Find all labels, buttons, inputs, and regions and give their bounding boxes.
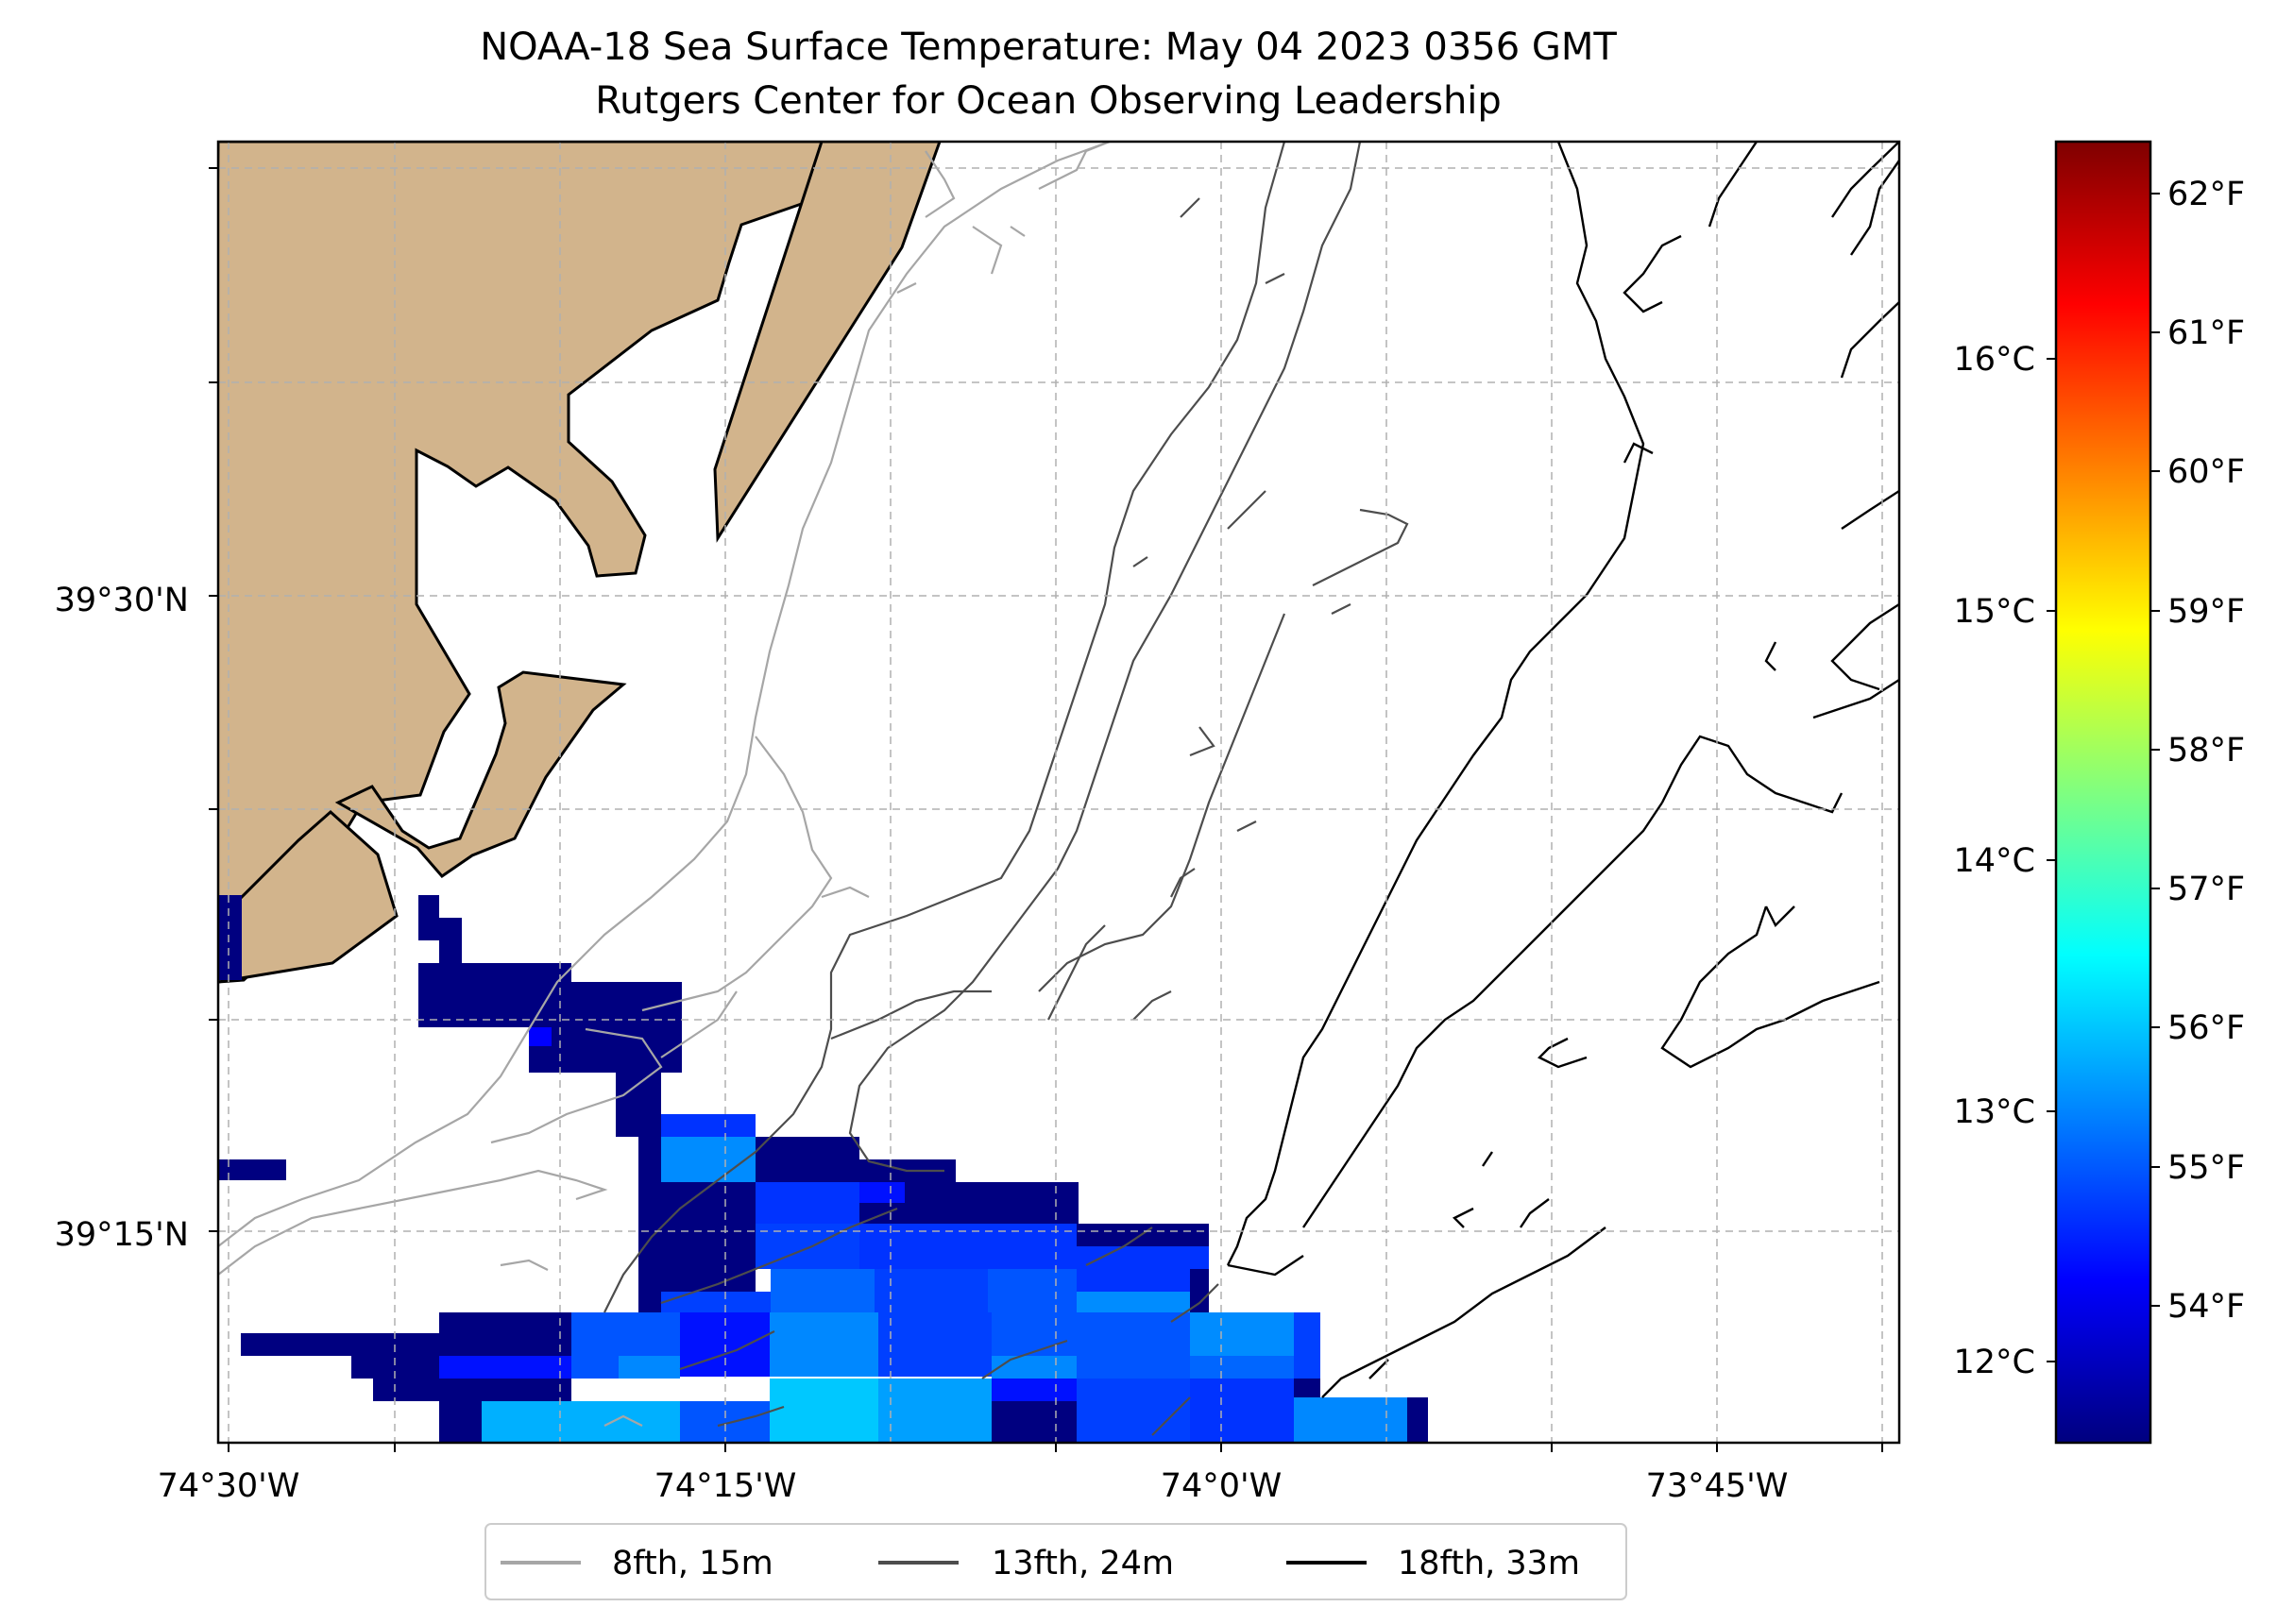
lon-label-73-45: 73°45'W xyxy=(1646,1467,1789,1505)
contour-8fth xyxy=(218,142,1111,1427)
colorbar-fahrenheit-ticks xyxy=(2150,193,2160,1307)
sst-pixels xyxy=(218,895,1428,1443)
legend-box xyxy=(484,1523,1627,1600)
map-title-line-1: NOAA-18 Sea Surface Temperature: May 04 … xyxy=(480,25,1617,69)
colorbar-f-55: 55°F xyxy=(2167,1149,2245,1187)
legend-label-13fth: 13fth, 24m xyxy=(992,1545,1174,1582)
colorbar-f-56: 56°F xyxy=(2167,1009,2245,1047)
colorbar-f-60: 60°F xyxy=(2167,453,2245,491)
land-barrier-island xyxy=(713,142,942,543)
lon-label-74-0: 74°0'W xyxy=(1161,1467,1283,1505)
colorbar-celsius-ticks xyxy=(2047,358,2056,1362)
colorbar-f-62: 62°F xyxy=(2167,176,2245,213)
colorbar-c-15: 15°C xyxy=(1954,593,2035,631)
colorbar-c-12: 12°C xyxy=(1954,1344,2035,1381)
lon-label-74-30: 74°30'W xyxy=(158,1467,300,1505)
contour-legend: 8fth, 15m 13fth, 24m 18fth, 33m xyxy=(484,1523,1627,1600)
lat-label-39-15: 39°15'N xyxy=(55,1216,189,1254)
map-gridlines xyxy=(218,142,1899,1443)
colorbar-f-58: 58°F xyxy=(2167,732,2245,770)
map-title-line-2: Rutgers Center for Ocean Observing Leade… xyxy=(595,79,1502,123)
colorbar-c-13: 13°C xyxy=(1954,1093,2035,1131)
land-peninsula xyxy=(334,670,627,878)
map-frame xyxy=(216,140,1901,1445)
legend-label-8fth: 8fth, 15m xyxy=(612,1545,773,1582)
colorbar-gradient xyxy=(2054,140,2152,1445)
colorbar-f-61: 61°F xyxy=(2167,314,2245,352)
colorbar-c-14: 14°C xyxy=(1954,842,2035,880)
map-panel xyxy=(218,142,1899,1443)
colorbar: 16°C 15°C 14°C 13°C 12°C 62°F 61°F 60°F … xyxy=(1954,140,2245,1445)
legend-label-18fth: 18fth, 33m xyxy=(1398,1545,1580,1582)
colorbar-f-59: 59°F xyxy=(2167,593,2245,631)
colorbar-f-57: 57°F xyxy=(2167,871,2245,908)
contour-18fth xyxy=(1226,142,1899,1398)
lon-label-74-15: 74°15'W xyxy=(654,1467,797,1505)
map-axis-ticks xyxy=(209,167,1883,1452)
land-mass xyxy=(218,142,828,916)
colorbar-f-54: 54°F xyxy=(2167,1288,2245,1326)
contour-13fth xyxy=(603,142,1409,1436)
lat-label-39-30: 39°30'N xyxy=(55,582,189,619)
colorbar-c-16: 16°C xyxy=(1954,341,2035,379)
